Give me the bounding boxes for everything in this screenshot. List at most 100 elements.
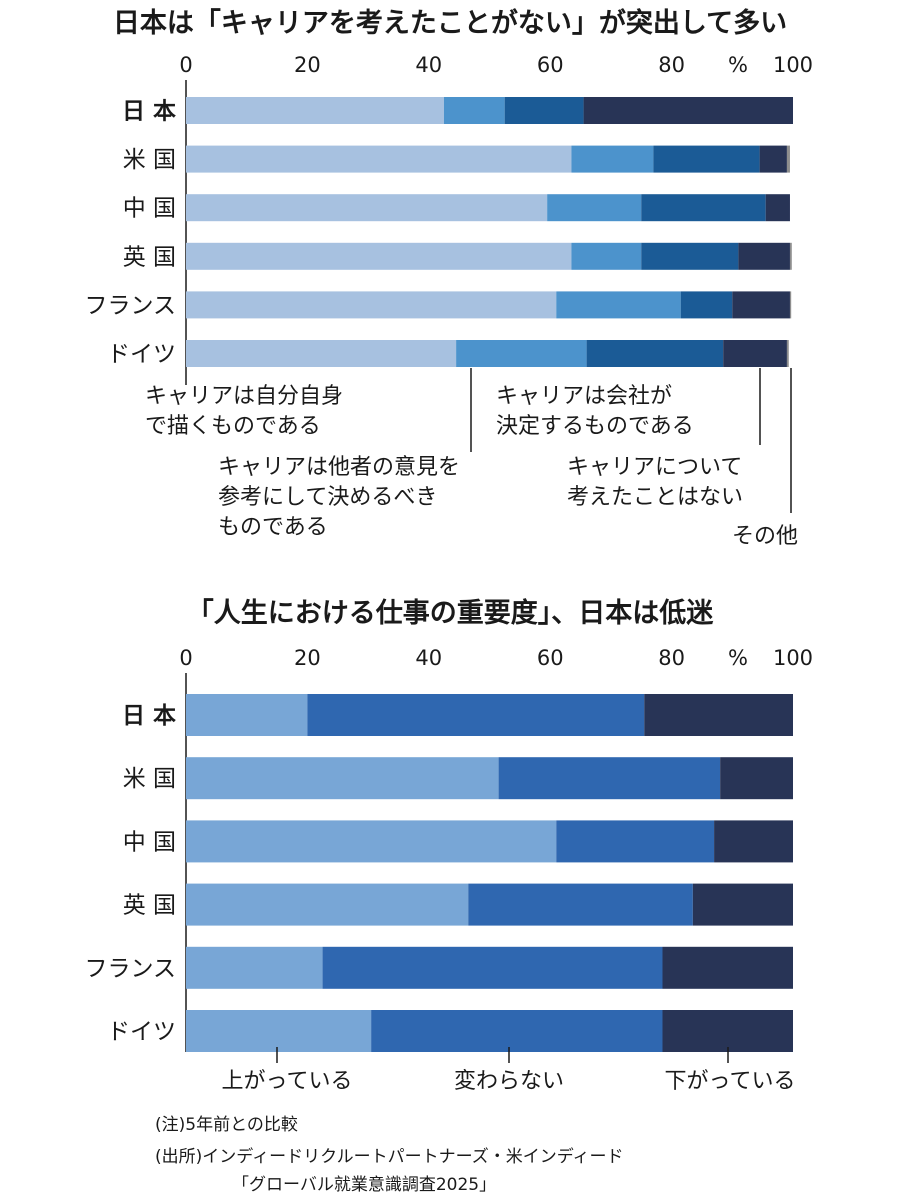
chart-1-bar-segment	[786, 340, 789, 367]
chart-1-bar-segment	[186, 291, 557, 319]
chart-1-bar-segment	[653, 145, 760, 173]
legend-never-thought-line-2: 考えたことはない	[567, 485, 743, 510]
chart-1-x-tick-label: 0	[179, 53, 192, 77]
chart-1-bar-segment	[186, 145, 572, 173]
chart-2-bar-segment	[662, 946, 793, 989]
chart-2-bars	[186, 694, 793, 1052]
chart-2-bar-segment	[186, 694, 308, 736]
chart-1-bar-segment	[641, 242, 739, 270]
legend-self-determined-line-1: キャリアは自分自身	[145, 384, 343, 409]
chart-2-bar-segment	[371, 1010, 663, 1052]
chart-1-category-label: ドイツ	[107, 342, 176, 368]
chart-2-x-tick-label: 80	[658, 646, 685, 670]
chart-1-category-label: 英 国	[123, 244, 176, 270]
chart-2-bar-segment	[556, 820, 715, 863]
legend-others-opinion: キャリアは他者の意見を 参考にして決めるべき ものである	[218, 455, 467, 540]
chart-1-bar-segment	[786, 145, 790, 173]
chart-1: 日本は「キャリアを考えたことがない」が突出して多い 0 20 40 60 80 100 %…	[84, 7, 813, 549]
note: (注)5年前との比較	[155, 1115, 298, 1135]
chart-1-bar-segment	[443, 97, 505, 124]
chart-2-bar-segment	[692, 883, 793, 926]
chart-1-bar-segment	[186, 242, 572, 270]
source-line-1: (出所)インディードリクルートパートナーズ・米インディード	[155, 1146, 624, 1167]
chart-1-bar-segment	[186, 97, 444, 124]
legend-never-thought: キャリアについて 考えたことはない	[567, 455, 749, 510]
chart-2-bar-segment	[720, 757, 793, 800]
chart-1-unit-label: %	[728, 53, 748, 77]
legend-self-determined: キャリアは自分自身 で描くものである	[145, 384, 350, 439]
legend-unchanged: 変わらない	[454, 1069, 564, 1094]
chart-1-bar-segment	[583, 97, 793, 124]
chart-2-category-label: 米 国	[123, 766, 176, 792]
legend-others-opinion-line-2: 参考にして決めるべき	[218, 485, 437, 510]
chart-2-bar-segment	[186, 1010, 372, 1052]
chart-1-category-label: 中 国	[123, 196, 176, 222]
chart-2-bar-segment	[644, 694, 793, 736]
chart-2-category-label: ドイツ	[107, 1019, 176, 1045]
footnotes: (注)5年前との比較 (出所)インディードリクルートパートナーズ・米インディード…	[155, 1115, 624, 1195]
chart-2-x-tick-label: 20	[294, 646, 321, 670]
legend-decreased: 下がっている	[665, 1069, 796, 1094]
chart-1-x-tick-label: 40	[415, 53, 442, 77]
chart-2-bar-segment	[662, 1010, 793, 1052]
chart-1-x-tick-label: 20	[294, 53, 321, 77]
chart-1-bar-segment	[759, 145, 787, 173]
legend-others-opinion-line-3: ものである	[218, 515, 328, 540]
chart-2-bar-segment	[498, 757, 721, 800]
legend-company-decides: キャリアは会社が 決定するものである	[496, 384, 694, 439]
chart-1-bar-segment	[571, 145, 654, 173]
chart-2-title: 「人生における仕事の重要度」、日本は低迷	[187, 597, 714, 629]
chart-1-bar-segment	[723, 340, 787, 367]
chart-2-bar-segment	[307, 694, 645, 736]
chart-2-category-label: 日 本	[122, 703, 176, 729]
source-line-2: 「グローバル就業意識調査2025」	[232, 1175, 496, 1195]
chart-2-x-tick-label: 0	[179, 646, 192, 670]
chart-1-bar-segment	[732, 291, 790, 319]
legend-never-thought-line-1: キャリアについて	[567, 455, 742, 480]
chart-1-bar-segment	[547, 194, 642, 222]
chart-2-x-tick-label: 60	[537, 646, 564, 670]
legend-self-determined-line-2: で描くものである	[145, 414, 321, 439]
chart-2-x-ticks: 0 20 40 60 80 100	[179, 646, 813, 670]
chart-2-bar-segment	[468, 883, 693, 926]
chart-1-bar-segment	[680, 291, 733, 319]
chart-1-category-label: 日 本	[122, 99, 176, 125]
chart-2-bar-segment	[714, 820, 793, 863]
chart-1-bar-segment	[765, 194, 790, 222]
chart-2-x-tick-label: 40	[415, 646, 442, 670]
chart-1-legend: キャリアは自分自身 で描くものである キャリアは他者の意見を 参考にして決めるべ…	[145, 368, 798, 549]
legend-company-decides-line-1: キャリアは会社が	[496, 384, 672, 409]
legend-company-decides-line-2: 決定するものである	[496, 414, 694, 439]
chart-2-bar-segment	[186, 883, 469, 926]
chart-1-bar-segment	[186, 340, 457, 367]
chart-1-bar-segment	[456, 340, 587, 367]
chart-1-bar-segment	[571, 242, 642, 270]
chart-1-bars	[186, 97, 793, 367]
chart-2-bar-segment	[322, 946, 663, 989]
chart-1-bar-segment	[586, 340, 724, 367]
chart-2-x-tick-label: 100	[773, 646, 813, 670]
chart-1-bar-segment	[641, 194, 766, 222]
chart-1-bar-segment	[186, 194, 548, 222]
legend-others-opinion-line-1: キャリアは他者の意見を	[218, 455, 460, 480]
chart-1-x-tick-label: 60	[537, 53, 564, 77]
chart-1-category-label: フランス	[84, 293, 176, 319]
chart-2: 「人生における仕事の重要度」、日本は低迷 0 20 40 60 80 100 % 日 本米…	[84, 597, 813, 1094]
chart-2-bar-segment	[186, 820, 557, 863]
chart-1-category-label: 米 国	[123, 147, 176, 173]
chart-1-bar-segment	[556, 291, 681, 319]
chart-2-bar-segment	[186, 757, 499, 800]
legend-increased: 上がっている	[222, 1069, 353, 1094]
chart-2-unit-label: %	[728, 646, 748, 670]
chart-2-bar-segment	[186, 946, 323, 989]
chart-2-category-label: 英 国	[123, 893, 176, 919]
chart-1-bar-segment	[504, 97, 584, 124]
legend-other: その他	[732, 524, 798, 549]
chart-1-title: 日本は「キャリアを考えたことがない」が突出して多い	[113, 7, 787, 39]
chart-2-legend: 上がっている 変わらない 下がっている	[222, 1047, 796, 1094]
chart-1-bar-segment	[789, 291, 792, 319]
chart-1-x-tick-label: 100	[773, 53, 813, 77]
